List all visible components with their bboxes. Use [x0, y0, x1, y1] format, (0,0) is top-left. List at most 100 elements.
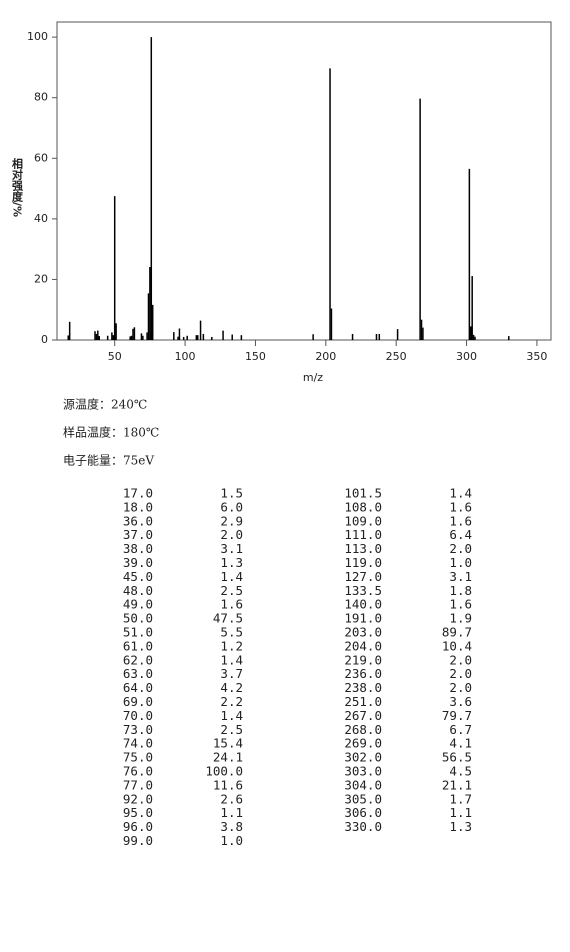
- table-intensity: 100.0: [205, 764, 243, 779]
- table-mz: 45.0: [123, 569, 153, 584]
- table-intensity: 2.5: [220, 583, 243, 598]
- table-mz: 95.0: [123, 805, 153, 820]
- table-mz: 17.0: [123, 486, 153, 501]
- y-tick-label: 0: [41, 333, 48, 346]
- table-intensity: 1.5: [220, 486, 243, 501]
- table-mz: 62.0: [123, 652, 153, 667]
- table-mz: 76.0: [123, 764, 153, 779]
- table-intensity: 6.7: [449, 722, 472, 737]
- table-intensity: 6.0: [220, 499, 243, 514]
- x-tick-label: 250: [386, 350, 407, 363]
- table-mz: 96.0: [123, 819, 153, 834]
- table-mz: 75.0: [123, 750, 153, 765]
- table-mz: 51.0: [123, 625, 153, 640]
- table-intensity: 1.3: [449, 819, 472, 834]
- table-intensity: 1.3: [220, 555, 243, 570]
- y-tick-label: 20: [34, 272, 48, 285]
- table-mz: 111.0: [344, 527, 382, 542]
- table-intensity: 2.9: [220, 513, 243, 528]
- table-intensity: 3.1: [220, 541, 243, 556]
- table-mz: 37.0: [123, 527, 153, 542]
- table-intensity: 2.0: [449, 666, 472, 681]
- table-intensity: 1.6: [449, 499, 472, 514]
- table-intensity: 4.2: [220, 680, 243, 695]
- table-mz: 204.0: [344, 638, 382, 653]
- table-intensity: 6.4: [449, 527, 472, 542]
- table-mz: 330.0: [344, 819, 382, 834]
- info-line: 电子能量：75eV: [63, 454, 154, 468]
- y-tick-label: 40: [34, 212, 48, 225]
- table-mz: 69.0: [123, 694, 153, 709]
- table-intensity: 11.6: [213, 777, 243, 792]
- table-mz: 268.0: [344, 722, 382, 737]
- table-mz: 304.0: [344, 777, 382, 792]
- table-mz: 191.0: [344, 611, 382, 626]
- table-intensity: 5.5: [220, 625, 243, 640]
- table-intensity: 10.4: [442, 638, 472, 653]
- table-mz: 113.0: [344, 541, 382, 556]
- x-axis-label: m/z: [303, 371, 323, 384]
- info-line: 源温度：240℃: [63, 397, 147, 412]
- table-intensity: 3.6: [449, 694, 472, 709]
- x-tick-label: 100: [175, 350, 196, 363]
- table-mz: 77.0: [123, 777, 153, 792]
- table-intensity: 56.5: [442, 750, 472, 765]
- x-tick-label: 200: [315, 350, 336, 363]
- table-mz: 219.0: [344, 652, 382, 667]
- table-mz: 64.0: [123, 680, 153, 695]
- table-intensity: 1.0: [449, 555, 472, 570]
- x-tick-label: 350: [526, 350, 547, 363]
- table-intensity: 2.0: [449, 680, 472, 695]
- table-mz: 127.0: [344, 569, 382, 584]
- table-intensity: 1.4: [449, 486, 472, 501]
- table-mz: 119.0: [344, 555, 382, 570]
- table-mz: 269.0: [344, 736, 382, 751]
- table-mz: 50.0: [123, 611, 153, 626]
- table-intensity: 1.9: [449, 611, 472, 626]
- table-mz: 70.0: [123, 708, 153, 723]
- table-intensity: 2.6: [220, 791, 243, 806]
- table-mz: 39.0: [123, 555, 153, 570]
- table-mz: 302.0: [344, 750, 382, 765]
- y-tick-label: 60: [34, 151, 48, 164]
- y-tick-label: 100: [27, 30, 48, 43]
- table-mz: 203.0: [344, 625, 382, 640]
- table-intensity: 1.4: [220, 652, 243, 667]
- table-intensity: 1.2: [220, 638, 243, 653]
- table-mz: 303.0: [344, 764, 382, 779]
- table-mz: 38.0: [123, 541, 153, 556]
- table-intensity: 2.5: [220, 722, 243, 737]
- table-intensity: 24.1: [213, 750, 243, 765]
- table-intensity: 2.0: [449, 652, 472, 667]
- table-intensity: 89.7: [442, 625, 472, 640]
- y-axis-label: 相对强度/%: [11, 157, 24, 217]
- table-intensity: 3.1: [449, 569, 472, 584]
- table-intensity: 4.5: [449, 764, 472, 779]
- table-intensity: 1.6: [449, 513, 472, 528]
- table-intensity: 2.0: [220, 527, 243, 542]
- table-mz: 267.0: [344, 708, 382, 723]
- table-intensity: 1.6: [220, 597, 243, 612]
- table-intensity: 3.8: [220, 819, 243, 834]
- table-intensity: 1.4: [220, 569, 243, 584]
- table-intensity: 1.1: [220, 805, 243, 820]
- table-mz: 61.0: [123, 638, 153, 653]
- table-intensity: 1.0: [220, 833, 243, 848]
- table-mz: 74.0: [123, 736, 153, 751]
- table-intensity: 2.0: [449, 541, 472, 556]
- table-mz: 133.5: [344, 583, 382, 598]
- table-intensity: 4.1: [449, 736, 472, 751]
- x-tick-label: 300: [456, 350, 477, 363]
- table-intensity: 15.4: [213, 736, 243, 751]
- table-mz: 251.0: [344, 694, 382, 709]
- table-mz: 48.0: [123, 583, 153, 598]
- table-mz: 238.0: [344, 680, 382, 695]
- table-mz: 101.5: [344, 486, 382, 501]
- table-intensity: 1.6: [449, 597, 472, 612]
- table-mz: 108.0: [344, 499, 382, 514]
- x-tick-label: 50: [108, 350, 122, 363]
- info-line: 样品温度：180℃: [63, 425, 159, 440]
- table-intensity: 21.1: [442, 777, 472, 792]
- table-intensity: 47.5: [213, 611, 243, 626]
- table-mz: 99.0: [123, 833, 153, 848]
